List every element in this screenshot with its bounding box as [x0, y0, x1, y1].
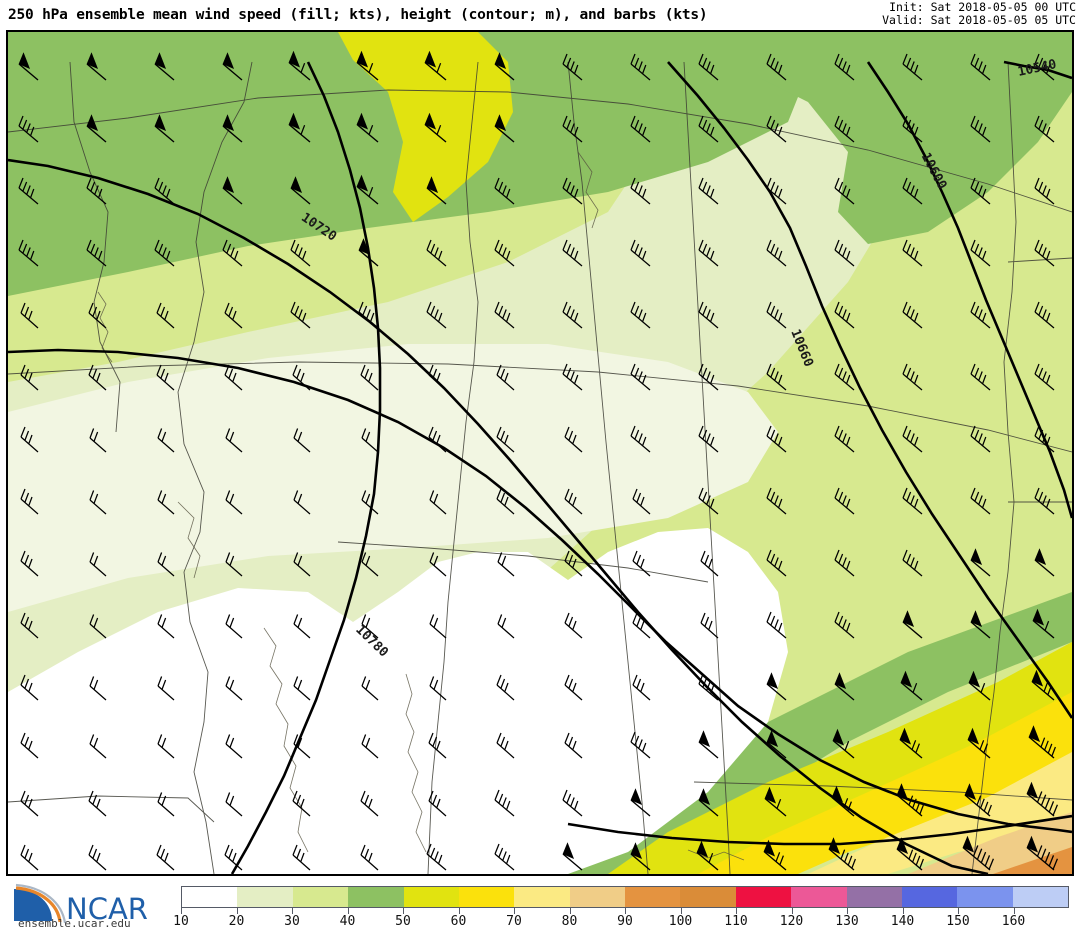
colorbar-tick-label: 140 — [890, 914, 915, 929]
colorbar-cell — [514, 887, 570, 907]
colorbar-cell — [957, 887, 1013, 907]
colorbar-tick — [680, 908, 682, 914]
colorbar-tick — [736, 908, 737, 914]
colorbar-cell — [292, 887, 349, 907]
colorbar-cell — [1012, 887, 1068, 907]
fill-band-60b — [608, 642, 1072, 874]
colorbar-tick-label: 30 — [284, 914, 300, 929]
ncar-url: ensemble.ucar.edu — [18, 917, 131, 930]
header-bar: 250 hPa ensemble mean wind speed (fill; … — [0, 0, 1080, 30]
colorbar-tick-label: 90 — [617, 914, 633, 929]
colorbar-tick — [347, 908, 349, 914]
colorbar-tick — [625, 908, 626, 914]
map-canvas[interactable]: 10540 10600 10660 10720 10780 — [8, 32, 1072, 874]
colorbar-tick-label: 80 — [561, 914, 578, 929]
fill-band-40 — [8, 32, 1072, 874]
colorbar-tick — [569, 908, 571, 914]
colorbar-tick-label: 60 — [450, 914, 467, 929]
contour-10780b — [8, 348, 1072, 834]
colorbar-tick — [403, 908, 404, 914]
colorbar-cell — [791, 887, 847, 907]
colorbar-tick-label: 130 — [835, 914, 859, 929]
colorbar-cell — [182, 887, 238, 907]
colorbar-cell — [735, 887, 792, 907]
colorbar-tick-label: 70 — [506, 914, 522, 929]
colorbar[interactable] — [181, 886, 1069, 908]
contour-10540 — [1003, 60, 1072, 80]
colorbar-tick-label: 50 — [395, 914, 411, 929]
map-content: 10540 10600 10660 10720 10780 — [8, 32, 1072, 874]
contour-10720 — [8, 158, 989, 874]
fill-band-50c — [708, 32, 1072, 244]
colorbar-tick — [236, 908, 238, 914]
colorbar-tick-label: 100 — [668, 914, 693, 929]
colorbar-cell — [458, 887, 515, 907]
colorbar-cell — [237, 887, 293, 907]
colorbar-cell — [569, 887, 625, 907]
ncar-logo-arc — [15, 886, 62, 923]
fill-band-60 — [338, 32, 513, 222]
contour-10780c — [567, 814, 1072, 846]
ncar-wordmark: NCAR — [66, 892, 148, 926]
contour-10660 — [667, 61, 1072, 719]
init-time: Init: Sat 2018-05-05 00 UTC — [889, 0, 1076, 14]
colorbar-tick — [791, 908, 793, 914]
hydrography — [97, 151, 745, 861]
ncar-logo-arc-grey — [15, 883, 67, 924]
colorbar-tick-label: 20 — [228, 914, 245, 929]
colorbar-tick — [958, 908, 959, 914]
ncar-logo[interactable]: NCAR — [8, 881, 168, 931]
contour-10780 — [230, 61, 382, 874]
colorbar-cell — [901, 887, 958, 907]
colorbar-labels: 10 20 30 40 50 60 70 80 90 100 110 120 130 140 150 160 — [173, 914, 1069, 934]
ncar-logo-mark — [14, 889, 52, 921]
colorbar-cell — [625, 887, 681, 907]
fill-band-white — [8, 528, 788, 874]
colorbar-ticks — [181, 908, 1069, 916]
colorbar-cell — [348, 887, 404, 907]
colorbar-cell — [846, 887, 902, 907]
colorbar-tick-label: 110 — [724, 914, 748, 929]
colorbar-tick — [847, 908, 848, 914]
colorbar-cell — [680, 887, 736, 907]
fill-band-70 — [698, 692, 1072, 874]
colorbar-tick — [1013, 908, 1015, 914]
colorbar-cell — [403, 887, 459, 907]
colorbar-tick-label: 10 — [173, 914, 189, 929]
colorbar-tick — [458, 908, 460, 914]
page-title: 250 hPa ensemble mean wind speed (fill; … — [8, 7, 708, 23]
colorbar-tick-label: 150 — [946, 914, 970, 929]
map-panel[interactable]: 10540 10600 10660 10720 10780 — [6, 30, 1074, 876]
fill-band-100 — [993, 847, 1072, 874]
colorbar-tick — [514, 908, 515, 914]
colorbar-tick — [181, 908, 182, 914]
colorbar-tick-label: 40 — [339, 914, 356, 929]
colorbar-tick-label: 160 — [1001, 914, 1026, 929]
colorbar-tick-label: 120 — [779, 914, 804, 929]
forecast-time-block: Init: Sat 2018-05-05 00 UTC Valid: Sat 2… — [882, 1, 1076, 27]
valid-time: Valid: Sat 2018-05-05 05 UTC — [882, 13, 1076, 27]
colorbar-tick — [292, 908, 293, 914]
colorbar-tick — [902, 908, 904, 914]
fill-band-20 — [8, 344, 778, 612]
footer-bar: NCAR ensemble.ucar.edu 10 20 30 40 50 60 70 80 9… — [0, 876, 1080, 936]
